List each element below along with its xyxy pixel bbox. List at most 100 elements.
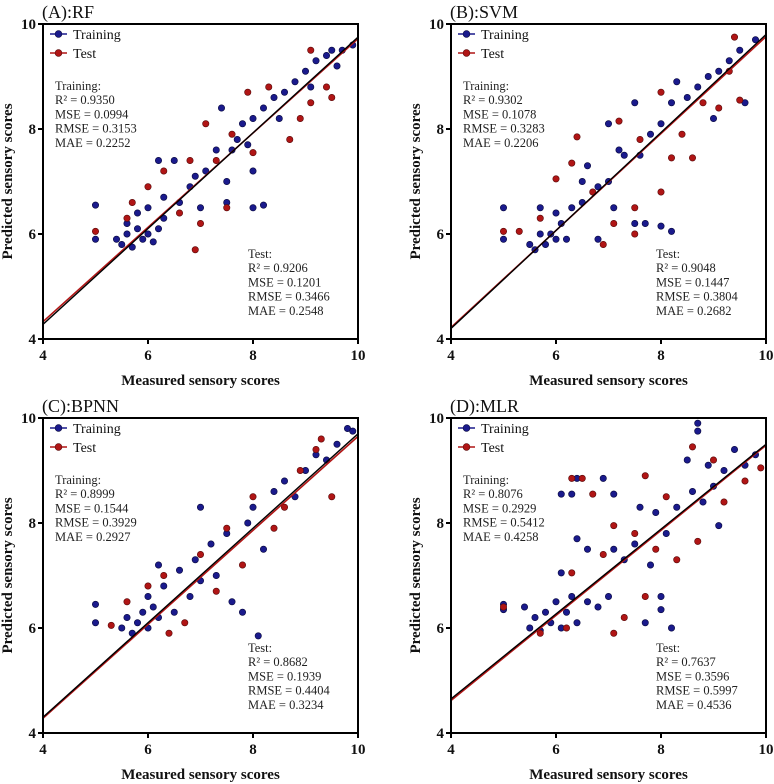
training-stat: MAE = 0.4258 [463, 530, 538, 544]
training-point [207, 540, 215, 548]
training-point [552, 598, 560, 606]
test-stat: RMSE = 0.5997 [656, 684, 738, 698]
points-group [451, 33, 766, 330]
training-point [610, 545, 618, 553]
test-stat: Test: [656, 247, 680, 261]
training-point [123, 613, 131, 621]
training-stat: MSE = 0.0994 [55, 107, 129, 121]
training-point [239, 120, 247, 128]
training-stat: RMSE = 0.3283 [463, 122, 545, 136]
y-tick-label: 4 [437, 332, 445, 348]
training-point [730, 445, 738, 453]
training-point [280, 88, 288, 96]
test-stat: RMSE = 0.4404 [248, 684, 330, 698]
test-stat: MSE = 0.1201 [248, 275, 321, 289]
training-point [92, 600, 100, 608]
training-point [92, 619, 100, 627]
training-point [631, 99, 639, 107]
test-point [249, 149, 257, 157]
legend-marker [54, 443, 63, 451]
test-point [688, 154, 696, 162]
training-point [557, 569, 565, 577]
y-axis-label: Predicted sensory scores [0, 103, 16, 259]
test-point [610, 522, 618, 530]
training-point [280, 477, 288, 485]
training-point [149, 603, 157, 611]
training-point [667, 99, 675, 107]
plot-frame [450, 417, 767, 734]
test-point [212, 157, 220, 165]
training-fit-line [451, 33, 766, 330]
test-point [191, 246, 199, 254]
training-point [155, 225, 163, 233]
test-stat: RMSE = 0.3466 [248, 290, 330, 304]
training-point [715, 67, 723, 75]
test-point [328, 493, 336, 501]
legend-marker [54, 30, 63, 38]
points-group [43, 424, 358, 719]
training-point [301, 67, 309, 75]
test-point [499, 603, 507, 611]
training-point [520, 603, 528, 611]
training-point [228, 598, 236, 606]
test-stat: MAE = 0.4536 [656, 698, 731, 712]
test-point [573, 133, 581, 141]
test-point [265, 83, 273, 91]
training-point [631, 540, 639, 548]
training-point [610, 490, 618, 498]
test-point [730, 33, 738, 41]
legend-marker [462, 443, 471, 451]
training-point [249, 503, 257, 511]
training-point [191, 556, 199, 564]
y-tick-label: 10 [21, 411, 36, 427]
test-point [536, 629, 544, 637]
training-point [594, 183, 602, 191]
test-stat: MSE = 0.1939 [248, 669, 321, 683]
x-tick-label: 6 [144, 348, 152, 364]
training-point [657, 592, 665, 600]
test-point [244, 88, 252, 96]
training-point [725, 57, 733, 65]
test-point [165, 629, 173, 637]
training-point [557, 490, 565, 498]
test-fit-line [43, 435, 358, 719]
training-point [312, 57, 320, 65]
y-axis-label: Predicted sensory scores [408, 103, 424, 259]
test-point [249, 493, 257, 501]
test-stat: MSE = 0.1447 [656, 275, 729, 289]
test-point [202, 120, 210, 128]
training-stat: RMSE = 0.5412 [463, 516, 545, 530]
training-point [134, 619, 142, 627]
training-point [160, 582, 168, 590]
training-point [128, 243, 136, 251]
training-point [139, 608, 147, 616]
test-point [144, 582, 152, 590]
legend-marker [54, 424, 63, 432]
test-point [631, 230, 639, 238]
test-point [562, 624, 570, 632]
test-point [270, 524, 278, 532]
test-point [123, 598, 131, 606]
training-point [155, 561, 163, 569]
test-point [186, 157, 194, 165]
y-tick-label: 8 [29, 516, 37, 532]
training-point [694, 419, 702, 427]
panel-title: (D):MLR [450, 396, 519, 417]
x-tick-label: 4 [39, 742, 47, 758]
y-tick-label: 8 [437, 122, 445, 138]
test-point [536, 214, 544, 222]
training-point [573, 619, 581, 627]
test-fit-line [451, 444, 766, 702]
training-point [499, 204, 507, 212]
test-stat: R² = 0.9048 [656, 261, 716, 275]
test-point [709, 456, 717, 464]
test-point [312, 445, 320, 453]
y-tick-label: 6 [29, 227, 37, 243]
training-point [709, 115, 717, 123]
test-point [699, 99, 707, 107]
test-point [499, 227, 507, 235]
test-point [123, 214, 131, 222]
training-stat: R² = 0.8076 [463, 487, 523, 501]
training-point [118, 624, 126, 632]
x-tick-label: 8 [657, 742, 665, 758]
